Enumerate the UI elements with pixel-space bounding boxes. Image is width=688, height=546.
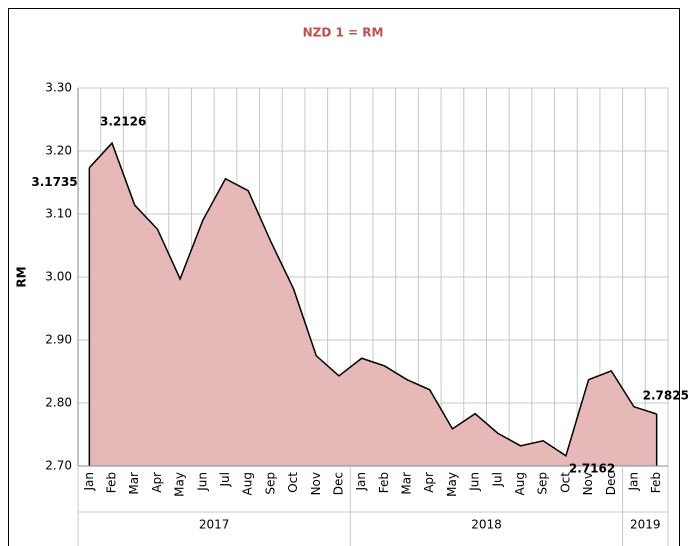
x-tick-label: Jan	[82, 472, 96, 492]
chart-title: NZD 1 = RM	[303, 26, 384, 40]
area	[89, 143, 657, 466]
x-tick-label: Apr	[422, 472, 436, 493]
y-tick-label: 3.10	[45, 207, 72, 221]
x-tick-label: Feb	[377, 472, 391, 493]
y-tick-label: 3.30	[45, 81, 72, 95]
x-tick-label: Apr	[150, 472, 164, 493]
y-tick-label: 3.20	[45, 144, 72, 158]
x-tick-label: Aug	[241, 472, 255, 495]
line	[88, 141, 657, 457]
x-tick-label: Feb	[649, 472, 663, 493]
data-label: 2.7162	[569, 461, 615, 475]
x-tick-label: Jun	[195, 472, 209, 492]
data-label: 3.1735	[31, 175, 77, 189]
x-tick-label: Dec	[331, 472, 345, 495]
x-tick-label: Sep	[536, 472, 550, 495]
x-tick-label: May	[445, 472, 459, 497]
x-tick-label: Aug	[513, 472, 527, 495]
x-tick-label: Nov	[309, 472, 323, 495]
data-label: 3.2126	[100, 115, 146, 129]
year-label: 2017	[199, 518, 230, 532]
x-tick-label: Nov	[581, 472, 595, 495]
x-tick-label: Oct	[286, 472, 300, 493]
x-tick-label: Mar	[127, 472, 141, 495]
data-label: 2.7825	[643, 389, 688, 403]
x-tick-label: Feb	[105, 472, 119, 493]
x-tick-label: Jul	[218, 472, 232, 487]
year-label: 2018	[471, 518, 502, 532]
x-tick-label: Dec	[604, 472, 618, 495]
x-tick-label: Oct	[558, 472, 572, 493]
x-tick-label: Jun	[468, 472, 482, 492]
x-tick-label: Jan	[626, 472, 640, 492]
y-axis-label: RM	[15, 266, 29, 287]
x-tick-label: Sep	[263, 472, 277, 495]
x-tick-label: May	[173, 472, 187, 497]
y-tick-label: 2.70	[45, 459, 72, 473]
chart-frame	[8, 8, 680, 546]
x-tick-label: Mar	[400, 472, 414, 495]
x-tick-label: Jan	[354, 472, 368, 492]
x-tick-label: Jul	[490, 472, 504, 487]
y-tick-label: 2.80	[45, 396, 72, 410]
y-tick-label: 3.00	[45, 270, 72, 284]
year-label: 2019	[630, 518, 661, 532]
y-tick-label: 2.90	[45, 333, 72, 347]
